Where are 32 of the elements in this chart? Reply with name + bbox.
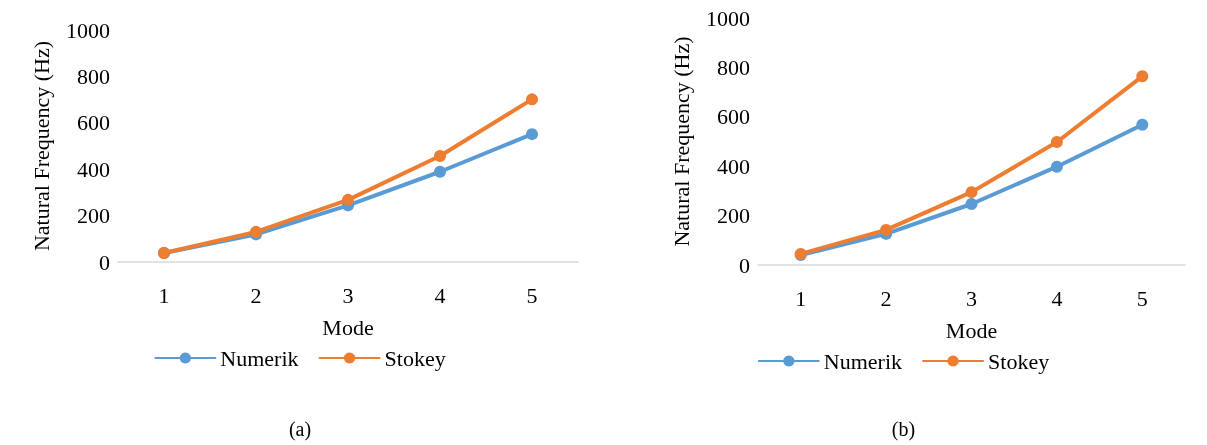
legend-label: Numerik bbox=[823, 348, 903, 374]
y-tick-label: 400 bbox=[77, 156, 110, 182]
x-axis-title: Mode bbox=[945, 317, 998, 343]
x-axis-title: Mode bbox=[322, 314, 374, 340]
y-tick-label: 1000 bbox=[66, 17, 110, 43]
x-tick-label: 3 bbox=[966, 285, 977, 311]
x-tick-label: 4 bbox=[434, 282, 446, 308]
y-tick-label: 800 bbox=[77, 63, 110, 89]
x-tick-label: 1 bbox=[158, 282, 170, 308]
y-tick-label: 800 bbox=[717, 54, 750, 80]
y-tick-label: 200 bbox=[717, 203, 750, 229]
y-tick-label: 0 bbox=[739, 252, 750, 278]
x-tick-label: 4 bbox=[1051, 285, 1063, 311]
legend-label: Stokey bbox=[988, 348, 1050, 374]
y-axis-title: Natural Frequency (Hz) bbox=[28, 40, 54, 252]
text: (a) bbox=[288, 418, 312, 441]
text: (b) bbox=[891, 418, 916, 441]
y-tick-label: 0 bbox=[99, 249, 110, 275]
x-tick-label: 5 bbox=[526, 282, 538, 308]
x-tick-label: 2 bbox=[880, 285, 892, 311]
x-tick-label: 1 bbox=[795, 285, 807, 311]
legend-label: Stokey bbox=[384, 345, 446, 371]
y-axis-title: Natural Frequency (Hz) bbox=[668, 36, 694, 247]
legend-label: Numerik bbox=[220, 345, 299, 371]
x-tick-label: 2 bbox=[250, 282, 262, 308]
y-tick-label: 600 bbox=[717, 104, 750, 130]
y-tick-label: 200 bbox=[77, 203, 110, 229]
y-tick-label: 600 bbox=[77, 110, 110, 136]
y-tick-label: 400 bbox=[717, 153, 750, 179]
y-tick-label: 1000 bbox=[706, 5, 750, 31]
x-tick-label: 3 bbox=[342, 282, 354, 308]
x-tick-label: 5 bbox=[1136, 285, 1148, 311]
